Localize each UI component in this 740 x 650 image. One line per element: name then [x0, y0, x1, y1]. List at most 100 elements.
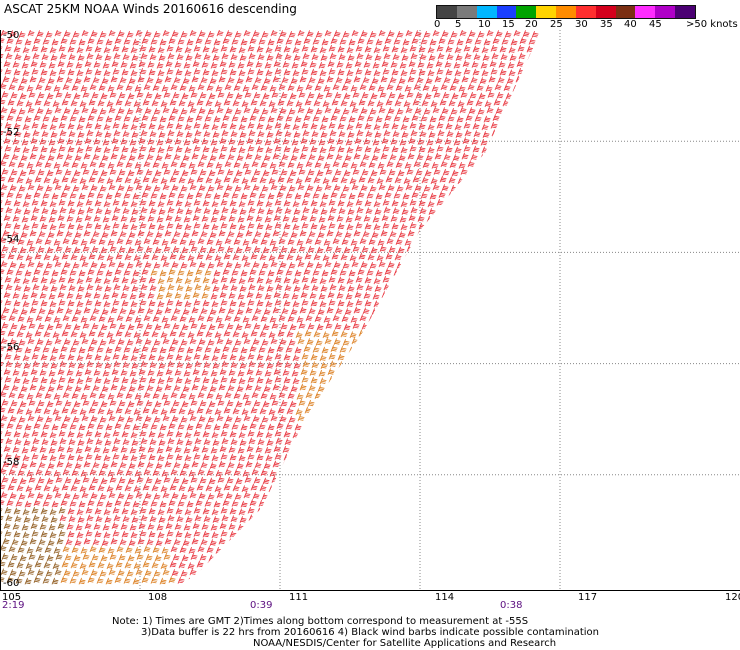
wind-barb-feather	[15, 47, 21, 50]
wind-barb-feather	[302, 63, 307, 66]
wind-barb-shaft	[602, 99, 605, 106]
wind-barb-feather	[561, 98, 566, 99]
wind-barb-feather	[29, 109, 34, 112]
wind-barb-feather	[267, 71, 273, 73]
wind-barb-feather	[281, 32, 287, 34]
wind-barb-feather	[119, 109, 125, 111]
wind-barb-feather	[369, 88, 375, 91]
colorbar-tick-label: 30	[575, 19, 588, 30]
wind-barb-feather	[581, 143, 586, 144]
wind-barb-feather	[25, 132, 31, 135]
wind-barb-feather	[455, 65, 460, 67]
wind-barb-feather	[286, 55, 292, 57]
wind-barb-feather	[257, 62, 263, 65]
wind-barb-feather	[579, 97, 584, 98]
wind-barb-feather	[345, 158, 351, 161]
wind-barb-feather	[464, 126, 470, 129]
wind-barb-shaft	[610, 115, 613, 122]
wind-barb-feather	[276, 134, 282, 136]
wind-barb-feather	[229, 65, 235, 68]
wind-barb-feather	[142, 132, 147, 135]
wind-barb-feather	[357, 46, 363, 49]
wind-barb-feather	[157, 143, 163, 146]
wind-barb-feather	[358, 54, 364, 56]
wind-barb-feather	[5, 63, 10, 66]
wind-barb-feather	[611, 42, 616, 43]
wind-barb-feather	[599, 155, 604, 156]
wind-barb-feather	[585, 103, 590, 104]
wind-barb-feather	[554, 65, 559, 66]
wind-barb-feather	[498, 81, 504, 83]
wind-barb-feather	[68, 150, 74, 153]
wind-barb-feather	[282, 93, 288, 96]
wind-barb-feather	[316, 162, 322, 165]
wind-barb-feather	[267, 135, 273, 138]
wind-barb-feather	[132, 48, 138, 50]
wind-barb-feather	[352, 111, 358, 113]
wind-barb-feather	[313, 42, 319, 45]
wind-barb-feather	[544, 81, 549, 82]
wind-barb-feather	[374, 65, 379, 67]
wind-barb-feather	[546, 48, 551, 49]
wind-barb-feather	[193, 77, 199, 80]
wind-barb-feather	[49, 80, 54, 83]
wind-barb-feather	[203, 62, 209, 65]
wind-barb-feather	[507, 94, 513, 97]
wind-barb-feather	[409, 77, 415, 80]
wind-barb-feather	[482, 151, 488, 153]
wind-barb-feather	[184, 157, 189, 160]
wind-barb-feather	[583, 135, 588, 136]
wind-barb-feather	[548, 55, 553, 56]
wind-barb-feather	[481, 156, 487, 158]
wind-barb-feather	[539, 41, 542, 44]
wind-barb-feather	[247, 64, 253, 67]
wind-barb-feather	[461, 95, 467, 98]
wind-barb-feather	[71, 116, 77, 119]
wind-barb-feather	[94, 155, 100, 157]
wind-barb-feather	[242, 118, 247, 121]
wind-barb-feather	[438, 134, 444, 136]
wind-barb-feather	[185, 51, 191, 53]
wind-barb-feather	[223, 41, 229, 44]
wind-barb-feather	[102, 95, 107, 98]
wind-barb-feather	[2, 31, 8, 33]
wind-barb-feather	[293, 151, 299, 153]
wind-barb-feather	[360, 101, 365, 104]
wind-barb-feather	[231, 125, 236, 128]
wind-barb-feather	[454, 66, 460, 69]
wind-barb-feather	[403, 132, 409, 135]
wind-barb-feather	[269, 40, 275, 43]
wind-barb-shaft	[539, 161, 542, 169]
wind-barb-feather	[117, 88, 123, 90]
wind-barb-feather	[248, 149, 254, 152]
wind-barb-feather	[420, 71, 425, 74]
wind-barb-feather	[396, 165, 402, 168]
wind-barb-feather	[42, 148, 47, 151]
wind-barb-feather	[10, 162, 16, 164]
wind-barb-feather	[56, 95, 62, 98]
wind-barb-feather	[295, 43, 301, 46]
wind-barb-feather	[572, 155, 577, 156]
wind-barb-feather	[175, 142, 181, 145]
wind-barb-feather	[470, 32, 476, 34]
wind-barb-feather	[508, 143, 514, 146]
wind-barb-feather	[336, 81, 342, 83]
wind-barb-feather	[290, 97, 296, 99]
wind-barb-feather	[82, 165, 87, 167]
wind-barb-feather	[247, 154, 253, 157]
wind-barb-feather	[187, 132, 193, 135]
wind-barb-feather	[293, 128, 299, 130]
wind-barb-feather	[556, 71, 561, 72]
wind-barb-feather	[139, 154, 145, 157]
wind-barb-feather	[437, 72, 443, 75]
wind-barb-feather	[468, 101, 473, 104]
wind-barb-feather	[69, 58, 75, 60]
wind-barb-feather	[509, 151, 515, 153]
wind-barb-feather	[230, 64, 235, 66]
wind-barb-feather	[529, 55, 535, 57]
wind-barb-feather	[279, 88, 285, 90]
wind-barb-feather	[308, 33, 313, 36]
wind-barb-feather	[429, 148, 435, 150]
wind-barb-feather	[123, 70, 129, 73]
wind-barb-feather	[588, 96, 593, 97]
